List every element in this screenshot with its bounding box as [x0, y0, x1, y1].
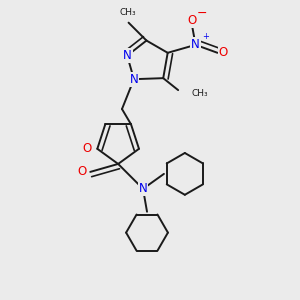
- Text: −: −: [196, 7, 207, 20]
- Text: CH₃: CH₃: [119, 8, 136, 17]
- Text: O: O: [187, 14, 196, 28]
- Text: O: O: [83, 142, 92, 155]
- Text: +: +: [202, 32, 209, 41]
- Text: O: O: [78, 165, 87, 178]
- Text: N: N: [130, 73, 138, 86]
- Text: N: N: [139, 182, 147, 195]
- Text: CH₃: CH₃: [191, 88, 208, 98]
- Text: N: N: [191, 38, 200, 51]
- Text: O: O: [219, 46, 228, 59]
- Text: N: N: [123, 49, 132, 62]
